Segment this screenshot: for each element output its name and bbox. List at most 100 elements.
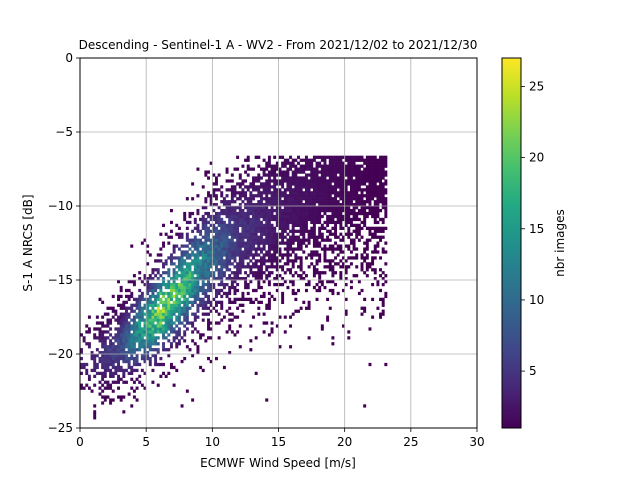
- heatmap-cell: [379, 194, 383, 198]
- heatmap-cell: [146, 297, 150, 302]
- heatmap-cell: [254, 194, 258, 198]
- heatmap-cell: [344, 309, 348, 313]
- heatmap-cell: [132, 309, 136, 313]
- heatmap-cell: [82, 339, 86, 343]
- heatmap-cell: [254, 241, 258, 245]
- heatmap-cell: [246, 214, 250, 219]
- heatmap-cell: [344, 208, 348, 213]
- heatmap-cell: [368, 226, 372, 230]
- heatmap-cell: [275, 235, 279, 239]
- heatmap-cell: [156, 282, 160, 287]
- heatmap-cell: [281, 232, 285, 236]
- heatmap-cell: [138, 294, 142, 299]
- heatmap-cell: [236, 217, 240, 222]
- heatmap-cell: [336, 211, 340, 216]
- heatmap-cell: [106, 324, 110, 328]
- heatmap-cell: [185, 220, 189, 225]
- heatmap-cell: [228, 306, 232, 310]
- heatmap-cell: [103, 354, 107, 358]
- heatmap-cell: [117, 339, 120, 343]
- heatmap-cell: [101, 333, 105, 337]
- heatmap-cell: [373, 173, 377, 177]
- heatmap-cell: [379, 268, 383, 272]
- heatmap-cell: [265, 259, 269, 263]
- heatmap-cell: [132, 303, 136, 307]
- heatmap-cell: [169, 345, 173, 349]
- heatmap-cell: [167, 312, 171, 316]
- heatmap-cell: [135, 356, 139, 361]
- heatmap-cell: [304, 185, 308, 189]
- heatmap-cell: [238, 194, 242, 198]
- heatmap-cell: [204, 259, 208, 263]
- heatmap-cell: [304, 164, 308, 168]
- heatmap-cell: [172, 282, 176, 287]
- heatmap-cell: [119, 365, 123, 370]
- heatmap-cell: [257, 247, 261, 251]
- heatmap-cell: [328, 167, 332, 171]
- heatmap-cell: [209, 327, 213, 331]
- heatmap-cell: [246, 285, 250, 290]
- heatmap-cell: [196, 294, 200, 299]
- heatmap-cell: [289, 229, 293, 233]
- heatmap-cell: [228, 217, 232, 222]
- heatmap-cell: [257, 285, 261, 290]
- heatmap-cell: [267, 250, 271, 254]
- heatmap-cell: [302, 197, 306, 201]
- heatmap-cell: [273, 247, 277, 251]
- heatmap-cell: [122, 410, 126, 414]
- heatmap-cell: [254, 206, 258, 210]
- heatmap-cell: [238, 176, 242, 180]
- heatmap-cell: [363, 404, 367, 408]
- heatmap-cell: [244, 297, 248, 302]
- heatmap-cell: [154, 327, 158, 331]
- heatmap-cell: [318, 235, 322, 239]
- heatmap-cell: [196, 268, 200, 272]
- heatmap-cell: [191, 398, 195, 402]
- heatmap-cell: [228, 188, 232, 192]
- heatmap-cell: [138, 271, 142, 275]
- heatmap-cell: [199, 244, 203, 248]
- heatmap-cell: [357, 200, 361, 204]
- heatmap-cell: [95, 327, 99, 331]
- heatmap-cell: [294, 173, 298, 177]
- heatmap-cell: [148, 345, 152, 349]
- heatmap-cell: [294, 188, 298, 192]
- heatmap-cell: [175, 277, 179, 281]
- heatmap-cell: [360, 203, 364, 207]
- heatmap-cell: [191, 330, 195, 334]
- heatmap-cell: [127, 348, 131, 352]
- heatmap-cell: [244, 206, 248, 210]
- heatmap-cell: [230, 330, 234, 334]
- heatmap-cell: [164, 282, 168, 287]
- heatmap-cell: [273, 235, 277, 239]
- heatmap-cell: [201, 318, 205, 322]
- heatmap-cell: [167, 309, 171, 313]
- heatmap-cell: [217, 223, 221, 228]
- heatmap-cell: [209, 250, 213, 254]
- heatmap-cell: [241, 200, 245, 204]
- heatmap-cell: [355, 194, 359, 198]
- heatmap-cell: [225, 244, 229, 248]
- heatmap-cell: [238, 203, 242, 207]
- heatmap-cell: [193, 318, 197, 322]
- heatmap-cell: [344, 164, 348, 168]
- heatmap-cell: [252, 241, 255, 245]
- heatmap-cell: [273, 250, 277, 254]
- heatmap-cell: [318, 185, 322, 189]
- heatmap-cell: [111, 348, 115, 352]
- heatmap-cell: [328, 238, 332, 242]
- heatmap-cell: [310, 176, 314, 180]
- heatmap-cell: [132, 274, 136, 278]
- heatmap-cell: [204, 256, 208, 260]
- heatmap-cell: [326, 315, 330, 319]
- heatmap-cell: [183, 356, 187, 361]
- heatmap-cell: [151, 312, 155, 316]
- heatmap-cell: [82, 365, 86, 370]
- heatmap-cell: [207, 285, 210, 290]
- heatmap-cell: [169, 327, 173, 331]
- heatmap-cell: [310, 206, 314, 210]
- heatmap-cell: [185, 291, 189, 296]
- heatmap-cell: [204, 291, 208, 296]
- heatmap-cell: [180, 404, 184, 408]
- heatmap-cell: [312, 208, 316, 213]
